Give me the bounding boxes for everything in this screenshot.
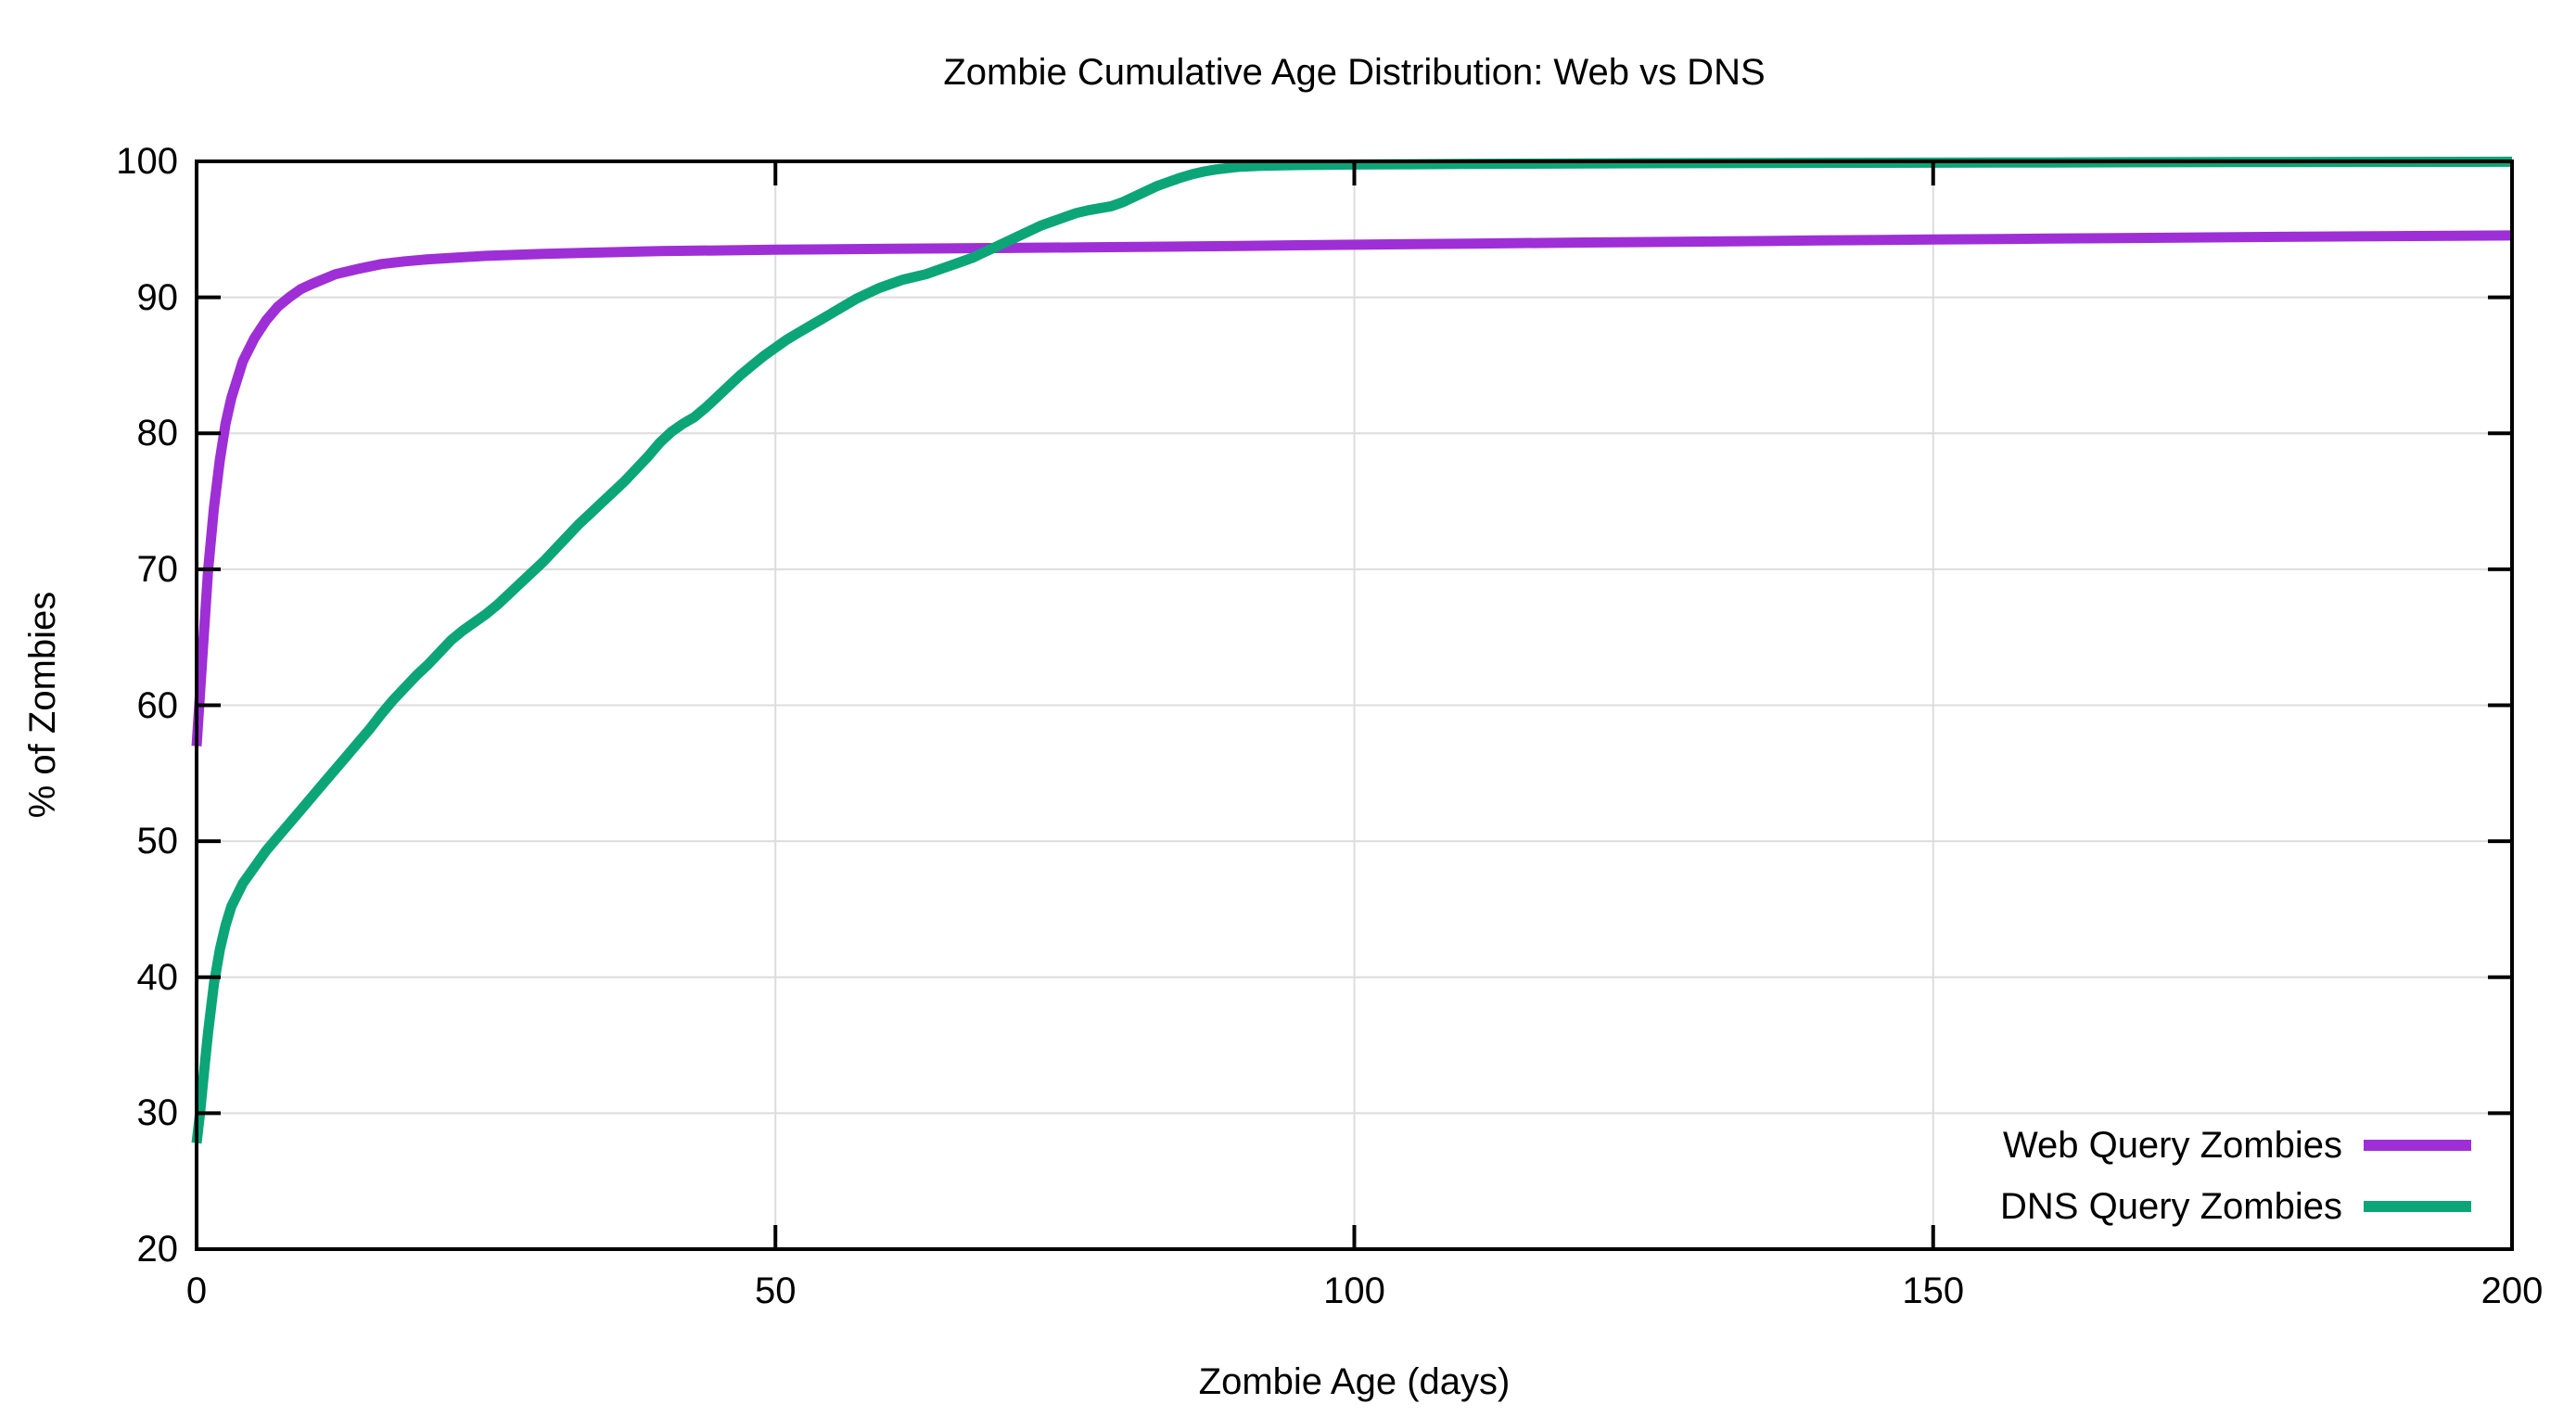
legend-label-web: Web Query Zombies — [2002, 1125, 2342, 1166]
y-tick-label: 30 — [136, 1092, 179, 1134]
y-tick-label: 40 — [136, 956, 179, 998]
y-tick-label: 100 — [116, 141, 178, 182]
legend-item-dns: DNS Query Zombies — [2000, 1176, 2471, 1237]
x-axis-label: Zombie Age (days) — [1198, 1361, 1511, 1402]
y-tick-label: 80 — [136, 413, 179, 454]
legend-item-web: Web Query Zombies — [2000, 1115, 2471, 1176]
web-series-line — [191, 230, 2513, 747]
y-tick-label: 70 — [136, 548, 179, 590]
gridlines — [197, 161, 2512, 1249]
x-tick-label: 50 — [755, 1270, 797, 1311]
legend-swatch-dns — [2364, 1201, 2471, 1212]
y-tick-label: 60 — [136, 684, 179, 726]
legend-swatch-web — [2364, 1140, 2471, 1151]
x-tick-label: 150 — [1902, 1270, 1965, 1311]
y-tick-label: 20 — [136, 1229, 179, 1270]
axis-ticks — [195, 160, 2514, 1251]
y-tick-label: 90 — [136, 276, 179, 318]
legend-label-dns: DNS Query Zombies — [2000, 1186, 2342, 1227]
x-tick-label: 100 — [1323, 1270, 1385, 1311]
chart-title: Zombie Cumulative Age Distribution: Web … — [943, 52, 1766, 93]
x-tick-label: 0 — [185, 1270, 208, 1311]
x-tick-label: 200 — [2480, 1270, 2544, 1311]
dns-series-line — [191, 156, 2513, 1144]
legend: Web Query Zombies DNS Query Zombies — [2000, 1115, 2471, 1237]
y-tick-label: 50 — [136, 821, 179, 862]
